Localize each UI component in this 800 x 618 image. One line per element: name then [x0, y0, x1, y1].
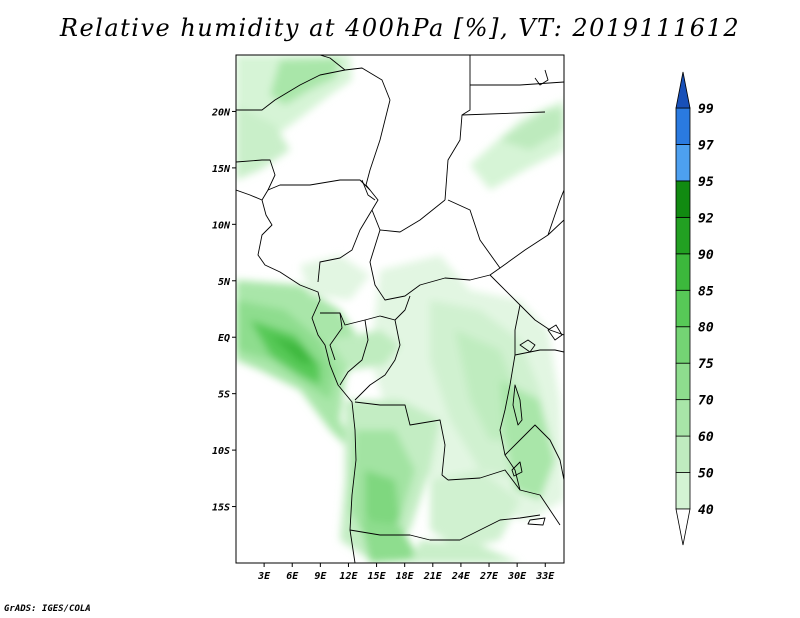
colorbar-label: 60 — [698, 430, 714, 445]
lat-tick-label: 20N — [211, 107, 231, 118]
colorbar-min-extension — [675, 508, 691, 546]
lat-tick-label: 15S — [212, 503, 230, 514]
colorbar-segment — [675, 216, 691, 255]
lon-tick-label: 30E — [507, 571, 527, 582]
map-title: Relative humidity at 400hPa [%], VT: 201… — [59, 14, 741, 42]
colorbar-segment — [675, 362, 691, 401]
lat-tick-label: 10N — [212, 220, 231, 231]
colorbar-segment — [675, 326, 691, 364]
colorbar-label: 90 — [698, 248, 714, 263]
colorbar-label: 40 — [698, 503, 714, 518]
lat-tick-label: 5S — [218, 390, 230, 401]
colorbar-segment — [675, 289, 691, 328]
lon-tick-label: 9E — [314, 571, 327, 582]
lon-tick-label: 27E — [479, 571, 499, 582]
country-borders — [236, 55, 564, 563]
lon-tick-label: 21E — [423, 571, 443, 582]
grads-credit: GrADS: IGES/COLA — [4, 604, 91, 614]
colorbar-segment — [675, 399, 691, 437]
colorbar-label: 85 — [698, 284, 714, 299]
lon-tick-label: 33E — [535, 571, 555, 582]
colorbar-label: 95 — [698, 175, 714, 190]
lon-tick-label: 15E — [368, 571, 387, 582]
colorbar-label: 97 — [698, 138, 714, 153]
lon-tick-label: 18E — [396, 571, 415, 582]
colorbar-segment — [675, 180, 691, 218]
lat-tick-label: 5N — [218, 277, 231, 288]
lat-tick-label: EQ — [218, 333, 230, 344]
colorbar-segment — [675, 144, 691, 182]
lon-tick-label: 3E — [257, 571, 271, 582]
colorbar-label: 75 — [698, 357, 714, 372]
colorbar-segment — [675, 253, 691, 291]
colorbar-label: 50 — [698, 467, 714, 482]
colorbar-label: 99 — [698, 102, 714, 117]
map-frame — [235, 54, 565, 564]
longitude-axis: 3E 6E 9E 12E 15E 18E 21E 24E 27E 30E 33E — [257, 563, 555, 582]
lat-tick-label: 10S — [212, 446, 230, 457]
colorbar-max-extension — [675, 71, 691, 109]
colorbar-segment — [675, 107, 691, 145]
colorbar-label: 70 — [698, 394, 714, 409]
lon-tick-label: 12E — [339, 571, 358, 582]
lon-tick-label: 24E — [451, 571, 471, 582]
colorbar-label: 92 — [698, 211, 714, 226]
lon-tick-label: 6E — [286, 571, 299, 582]
colorbar-label: 80 — [698, 321, 714, 336]
humidity-shading — [236, 55, 564, 563]
colorbar: 40 50 60 70 75 80 85 90 92 95 97 99 — [675, 71, 714, 546]
lat-tick-label: 15N — [212, 164, 231, 175]
colorbar-segment — [675, 435, 691, 473]
latitude-axis: 20N 15N 10N 5N EQ 5S 10S 15S — [211, 107, 236, 514]
colorbar-segment — [675, 472, 691, 510]
